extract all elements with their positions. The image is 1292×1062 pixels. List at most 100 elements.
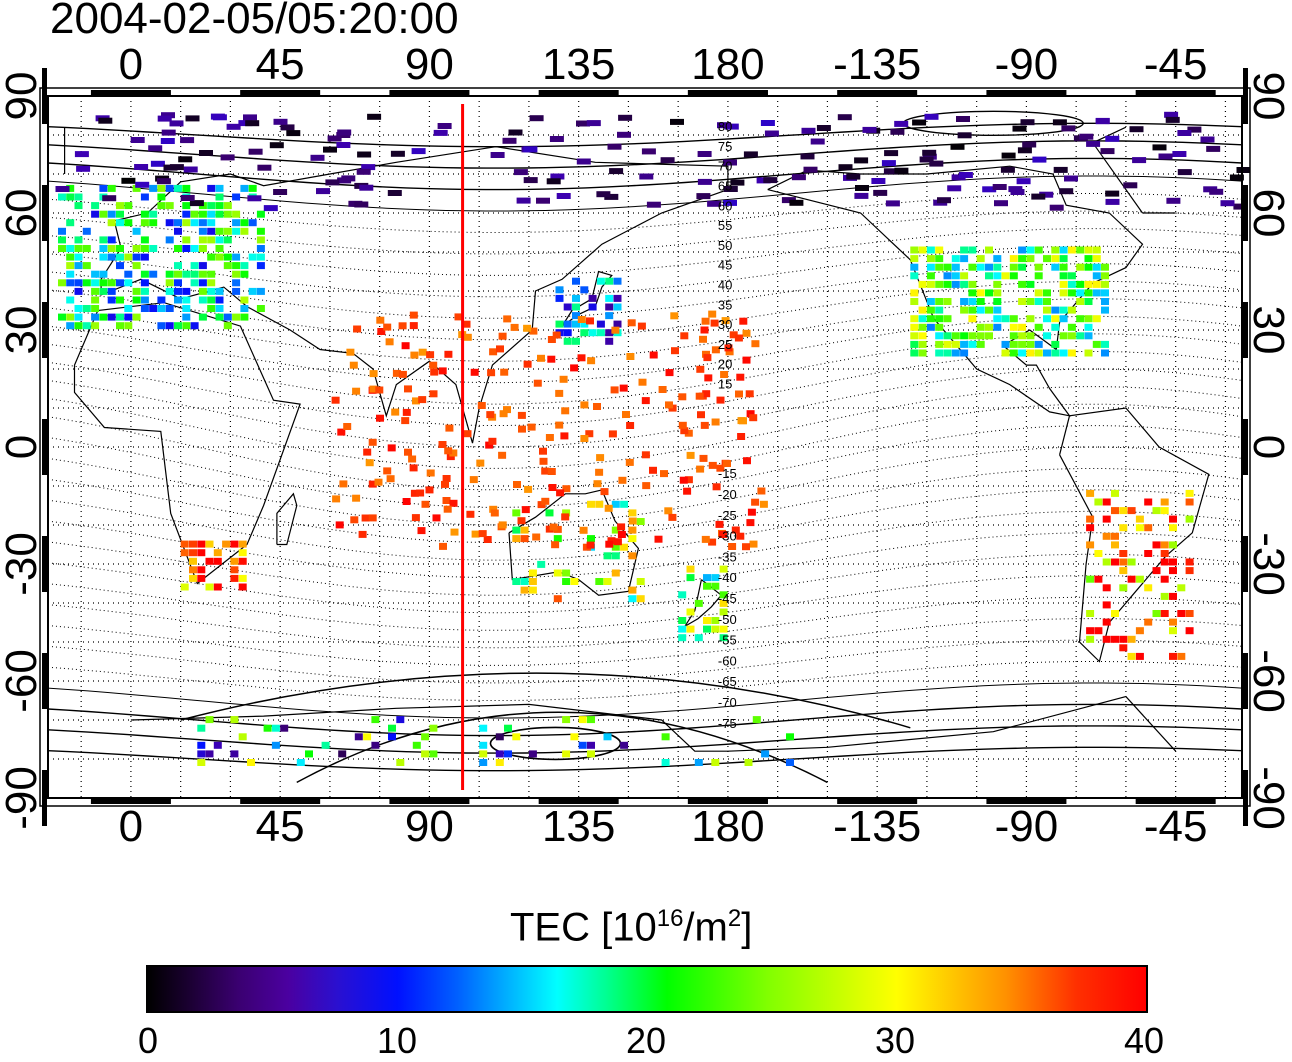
tick-bar-top bbox=[389, 90, 470, 95]
tec-cell bbox=[398, 370, 407, 378]
tec-cell bbox=[1160, 558, 1169, 566]
tec-cell bbox=[918, 315, 927, 323]
tec-cell bbox=[230, 540, 239, 548]
tec-cell bbox=[502, 137, 517, 144]
tec-cell bbox=[1119, 635, 1128, 643]
tec-cell bbox=[665, 369, 674, 377]
tec-cell bbox=[240, 270, 249, 278]
tec-cell bbox=[149, 305, 158, 312]
map-frame bbox=[39, 68, 1251, 826]
tec-cell bbox=[359, 184, 374, 191]
tec-cell bbox=[190, 262, 199, 270]
tec-cell bbox=[341, 175, 356, 182]
tec-cell bbox=[562, 569, 571, 577]
tec-cell bbox=[736, 373, 745, 381]
tec-cell bbox=[149, 270, 158, 278]
tec-cell bbox=[409, 322, 418, 330]
tec-cell bbox=[182, 322, 191, 330]
tec-cell bbox=[1043, 298, 1051, 305]
tec-cell bbox=[918, 246, 927, 254]
tec-cell bbox=[1001, 340, 1010, 348]
tec-cell bbox=[1152, 507, 1161, 515]
contour-line bbox=[47, 553, 1243, 614]
contour-label: -55 bbox=[718, 633, 737, 648]
tec-cell bbox=[116, 219, 124, 227]
tec-cell bbox=[213, 549, 222, 557]
tec-cell bbox=[694, 599, 703, 607]
tec-cell bbox=[749, 540, 758, 548]
longitude-tick-label: -45 bbox=[1143, 802, 1208, 851]
tec-cell bbox=[240, 219, 249, 227]
tec-cell bbox=[1067, 289, 1076, 297]
latitude-tick-label: 30 bbox=[0, 305, 46, 355]
tec-cell bbox=[66, 262, 75, 270]
tec-cell bbox=[951, 332, 960, 340]
tec-cell bbox=[374, 478, 383, 486]
tec-cell bbox=[495, 759, 504, 766]
tec-cell bbox=[628, 517, 637, 525]
tec-cell bbox=[960, 246, 969, 254]
tec-cell bbox=[140, 253, 149, 261]
tec-cell bbox=[523, 177, 538, 184]
tec-cell bbox=[516, 197, 531, 204]
longitude-tick-label: 135 bbox=[541, 40, 616, 89]
tec-cell bbox=[1018, 340, 1027, 348]
tec-cell bbox=[58, 245, 66, 252]
tec-cell bbox=[537, 560, 546, 568]
tec-cell bbox=[1086, 627, 1095, 635]
tec-cell bbox=[337, 129, 352, 136]
tec-cell bbox=[269, 142, 284, 149]
tec-cell bbox=[1101, 349, 1109, 357]
tec-cell bbox=[132, 184, 141, 192]
tec-cell bbox=[213, 583, 222, 591]
tec-cell bbox=[1076, 289, 1085, 297]
tec-cell bbox=[408, 455, 417, 463]
tick-bar-right bbox=[1243, 185, 1248, 241]
tec-cell bbox=[641, 148, 656, 155]
tec-cell bbox=[1051, 340, 1060, 348]
tick-bar-top bbox=[986, 90, 1067, 95]
coastline-north-america bbox=[767, 165, 1144, 417]
contour-line bbox=[47, 489, 1243, 561]
tec-cell bbox=[523, 324, 532, 332]
tec-cell bbox=[1172, 151, 1187, 157]
tec-cell bbox=[174, 279, 182, 287]
tec-cell bbox=[837, 114, 852, 121]
coastline-madagascar bbox=[276, 492, 298, 546]
tec-cell bbox=[658, 386, 667, 393]
tec-cell bbox=[563, 329, 572, 337]
tec-cell bbox=[724, 123, 739, 130]
tec-cell bbox=[99, 313, 108, 321]
tec-cell bbox=[605, 312, 614, 320]
tec-cell bbox=[1158, 153, 1173, 160]
tec-cell bbox=[562, 716, 571, 724]
tec-cell bbox=[58, 313, 66, 321]
tec-cell bbox=[1132, 157, 1147, 164]
tec-cell bbox=[751, 340, 760, 348]
tec-cell bbox=[968, 280, 977, 288]
contour-line bbox=[47, 228, 1243, 276]
tec-cell bbox=[182, 184, 191, 192]
tec-cell bbox=[91, 322, 100, 330]
tec-cell bbox=[1160, 610, 1169, 617]
tec-cell bbox=[638, 378, 647, 386]
tec-cell bbox=[1185, 558, 1194, 566]
tec-cell bbox=[605, 303, 614, 311]
contour-line bbox=[47, 596, 1243, 649]
tec-cell bbox=[686, 625, 695, 633]
tec-cell bbox=[549, 136, 564, 142]
tec-cell bbox=[628, 526, 637, 534]
tec-cell bbox=[1160, 550, 1169, 557]
tec-cell bbox=[256, 245, 265, 252]
tec-cell bbox=[1152, 610, 1161, 617]
tec-cell bbox=[190, 210, 199, 218]
plot-area bbox=[48, 96, 1242, 798]
tec-cell bbox=[215, 202, 224, 210]
tec-cell bbox=[1076, 263, 1085, 271]
tec-cell bbox=[337, 428, 346, 436]
tec-cell bbox=[976, 255, 985, 263]
tec-cell bbox=[683, 487, 692, 495]
longitude-tick-label: -90 bbox=[994, 40, 1059, 89]
tec-cell bbox=[1026, 255, 1035, 263]
tec-cell bbox=[354, 201, 369, 208]
